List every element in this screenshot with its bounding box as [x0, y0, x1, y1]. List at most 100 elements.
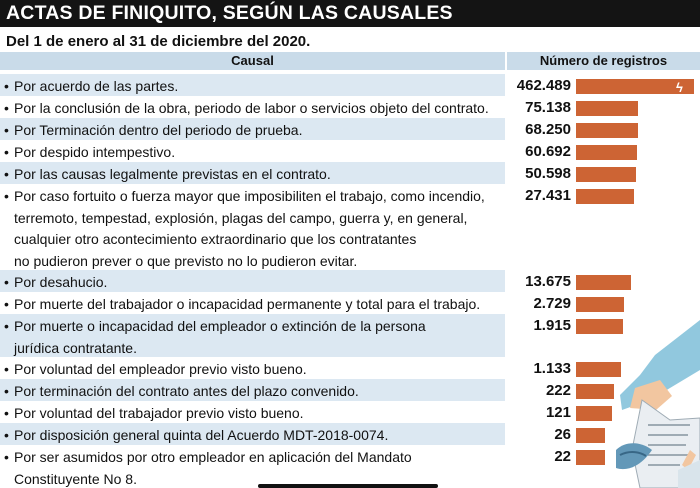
causal-text: • Por terminación del contrato antes del …	[0, 379, 505, 401]
causal-line: • Por voluntad del empleador previo visto…	[4, 359, 505, 381]
causal-line-text: Por voluntad del empleador previo visto …	[14, 361, 307, 377]
value-bar	[576, 145, 637, 160]
value-bar	[576, 101, 638, 116]
registros-value: 26	[554, 426, 571, 443]
causal-text: • Por acuerdo de las partes.	[0, 74, 505, 96]
table-row: • Por acuerdo de las partes. 462.489 ϟ	[0, 74, 700, 96]
registros-value: 462.489	[516, 77, 571, 94]
column-header-causal: Causal	[0, 52, 505, 70]
causal-text: • Por la conclusión de la obra, periodo d…	[0, 96, 505, 118]
table-row: • Por Terminación dentro del periodo de p…	[0, 118, 700, 140]
causal-line: no pudieron prever o que previsto no lo …	[14, 252, 358, 269]
causal-text: • Por ser asumidos por otro empleador en …	[0, 445, 505, 488]
value-bar	[576, 406, 612, 421]
causal-line: • Por acuerdo de las partes.	[4, 76, 505, 98]
value-bar	[576, 275, 631, 290]
bullet-icon: •	[4, 274, 9, 290]
registros-value: 60.692	[525, 143, 571, 160]
hand-document-icon	[616, 320, 700, 488]
causal-text: • Por despido intempestivo.	[0, 140, 505, 162]
value-bar	[576, 450, 605, 465]
value-bar	[576, 319, 623, 334]
table-row: • Por despido intempestivo. 60.692	[0, 140, 700, 162]
value-bar	[576, 167, 636, 182]
causal-line: • Por terminación del contrato antes del …	[4, 381, 505, 403]
causal-line-text: Por terminación del contrato antes del p…	[14, 383, 359, 399]
table-row: • Por caso fortuito o fuerza mayor que im…	[0, 184, 700, 270]
registros-value: 13.675	[525, 273, 571, 290]
causal-text: • Por muerte del trabajador o incapacidad…	[0, 292, 505, 314]
causal-line-text: Por muerte del trabajador o incapacidad …	[14, 296, 481, 312]
bullet-icon: •	[4, 383, 9, 399]
value-bar	[576, 362, 621, 377]
axis-break-icon: ϟ	[676, 80, 683, 95]
value-bar	[576, 79, 694, 94]
value-bar	[576, 189, 634, 204]
table-header: Causal Número de registros	[0, 52, 700, 70]
registros-value: 1.915	[533, 317, 571, 334]
bullet-icon: •	[4, 188, 9, 204]
causal-line: jurídica contratante.	[14, 339, 137, 356]
causal-line: cualquier otro acontecimiento extraordin…	[14, 231, 417, 248]
bullet-icon: •	[4, 166, 9, 182]
causal-text: • Por las causas legalmente previstas en …	[0, 162, 505, 184]
value-bar	[576, 297, 624, 312]
scroll-indicator[interactable]	[258, 484, 438, 488]
value-bar	[576, 428, 605, 443]
table-row: • Por voluntad del trabajador previo vist…	[0, 401, 700, 423]
bullet-icon: •	[4, 78, 9, 94]
bullet-icon: •	[4, 361, 9, 377]
causal-line: • Por ser asumidos por otro empleador en …	[4, 447, 505, 469]
causal-text: • Por Terminación dentro del periodo de p…	[0, 118, 505, 140]
causal-line: • Por muerte del trabajador o incapacidad…	[4, 294, 505, 316]
value-bar	[576, 384, 614, 399]
causal-line-text: Por ser asumidos por otro empleador en a…	[14, 449, 412, 465]
causal-line: • Por despido intempestivo.	[4, 142, 505, 164]
causal-line-text: Por muerte o incapacidad del empleador o…	[14, 318, 426, 334]
causal-text: • Por voluntad del trabajador previo vist…	[0, 401, 505, 423]
registros-value: 22	[554, 448, 571, 465]
causal-line-text: Por acuerdo de las partes.	[14, 78, 179, 94]
table-row: • Por muerte o incapacidad del empleador …	[0, 314, 700, 357]
bullet-icon: •	[4, 427, 9, 443]
causal-line-text: Por disposición general quinta del Acuer…	[14, 427, 389, 443]
registros-value: 68.250	[525, 121, 571, 138]
causal-line: • Por muerte o incapacidad del empleador …	[4, 316, 505, 338]
causal-line-text: Por las causas legalmente previstas en e…	[14, 166, 331, 182]
causal-line-text: Por desahucio.	[14, 274, 108, 290]
bullet-icon: •	[4, 122, 9, 138]
table-row: • Por desahucio. 13.675	[0, 270, 700, 292]
causal-line: • Por desahucio.	[4, 272, 505, 294]
registros-value: 121	[545, 404, 571, 421]
registros-value: 1.133	[533, 360, 571, 377]
causal-line-text: Por caso fortuito o fuerza mayor que imp…	[14, 188, 485, 204]
bullet-icon: •	[4, 296, 9, 312]
causal-line-text: Por Terminación dentro del periodo de pr…	[14, 122, 303, 138]
causal-text: • Por disposición general quinta del Acue…	[0, 423, 505, 445]
column-header-registros: Número de registros	[507, 52, 700, 70]
causal-text: • Por voluntad del empleador previo visto…	[0, 357, 505, 379]
bullet-icon: •	[4, 405, 9, 421]
bullet-icon: •	[4, 449, 9, 465]
causal-line-text: Por voluntad del trabajador previo visto…	[14, 405, 304, 421]
registros-value: 2.729	[533, 295, 571, 312]
causal-text: • Por caso fortuito o fuerza mayor que im…	[0, 184, 505, 270]
value-bar	[576, 123, 638, 138]
registros-value: 222	[545, 382, 571, 399]
table-row: • Por muerte del trabajador o incapacidad…	[0, 292, 700, 314]
causal-text: • Por muerte o incapacidad del empleador …	[0, 314, 505, 357]
causal-line: • Por las causas legalmente previstas en …	[4, 164, 505, 186]
page-title: ACTAS DE FINIQUITO, SEGÚN LAS CAUSALES	[0, 0, 700, 27]
bullet-icon: •	[4, 100, 9, 116]
registros-value: 27.431	[525, 187, 571, 204]
table-row: • Por ser asumidos por otro empleador en …	[0, 445, 700, 488]
causal-line: Constituyente No 8.	[14, 470, 137, 487]
table-row: • Por la conclusión de la obra, periodo d…	[0, 96, 700, 118]
table-row: • Por las causas legalmente previstas en …	[0, 162, 700, 184]
causal-line: terremoto, tempestad, explosión, plagas …	[14, 209, 468, 226]
causal-line: • Por voluntad del trabajador previo vist…	[4, 403, 505, 425]
table-row: • Por disposición general quinta del Acue…	[0, 423, 700, 445]
table-row: • Por voluntad del empleador previo visto…	[0, 357, 700, 379]
table-row: • Por terminación del contrato antes del …	[0, 379, 700, 401]
registros-value: 50.598	[525, 165, 571, 182]
